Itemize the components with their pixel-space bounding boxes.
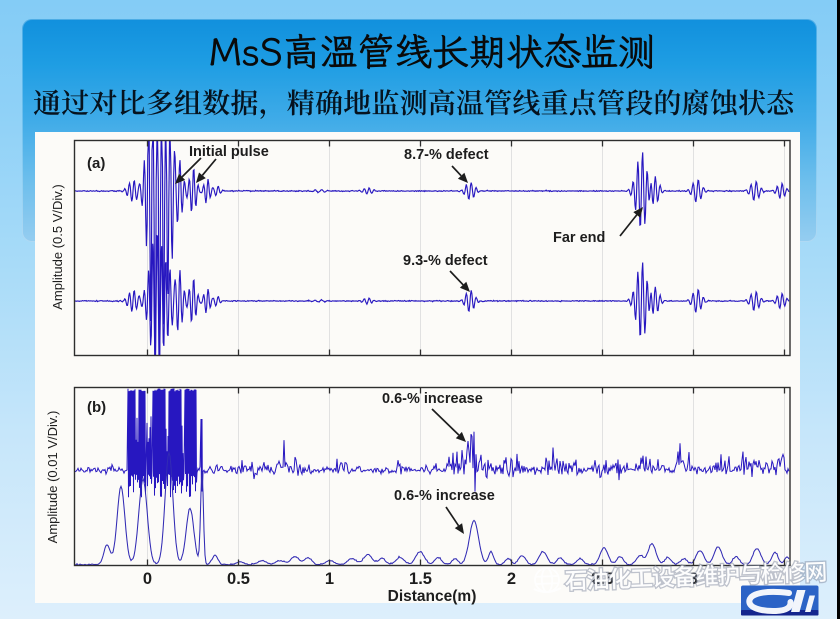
svg-text:1.5: 1.5 xyxy=(409,570,432,588)
svg-text:8.7-% defect: 8.7-% defect xyxy=(404,147,489,163)
svg-text:9.3-% defect: 9.3-% defect xyxy=(403,253,488,269)
svg-text:0.6-% increase: 0.6-% increase xyxy=(382,391,483,407)
svg-text:1: 1 xyxy=(325,570,334,588)
svg-text:Distance(m): Distance(m) xyxy=(388,588,477,605)
svg-text:0.6-% increase: 0.6-% increase xyxy=(394,488,495,504)
svg-text:0.5: 0.5 xyxy=(227,570,250,588)
svg-text:Far end: Far end xyxy=(553,230,605,246)
svg-text:(b): (b) xyxy=(87,399,106,416)
svg-text:Initial pulse: Initial pulse xyxy=(189,144,269,160)
svg-text:(a): (a) xyxy=(87,155,105,172)
svg-text:Amplitude (0.5 V/Div.): Amplitude (0.5 V/Div.) xyxy=(50,184,65,309)
svg-text:0: 0 xyxy=(143,570,152,588)
svg-text:Amplitude (0.01 V/Div.): Amplitude (0.01 V/Div.) xyxy=(45,411,60,544)
svg-text:2: 2 xyxy=(507,570,516,588)
